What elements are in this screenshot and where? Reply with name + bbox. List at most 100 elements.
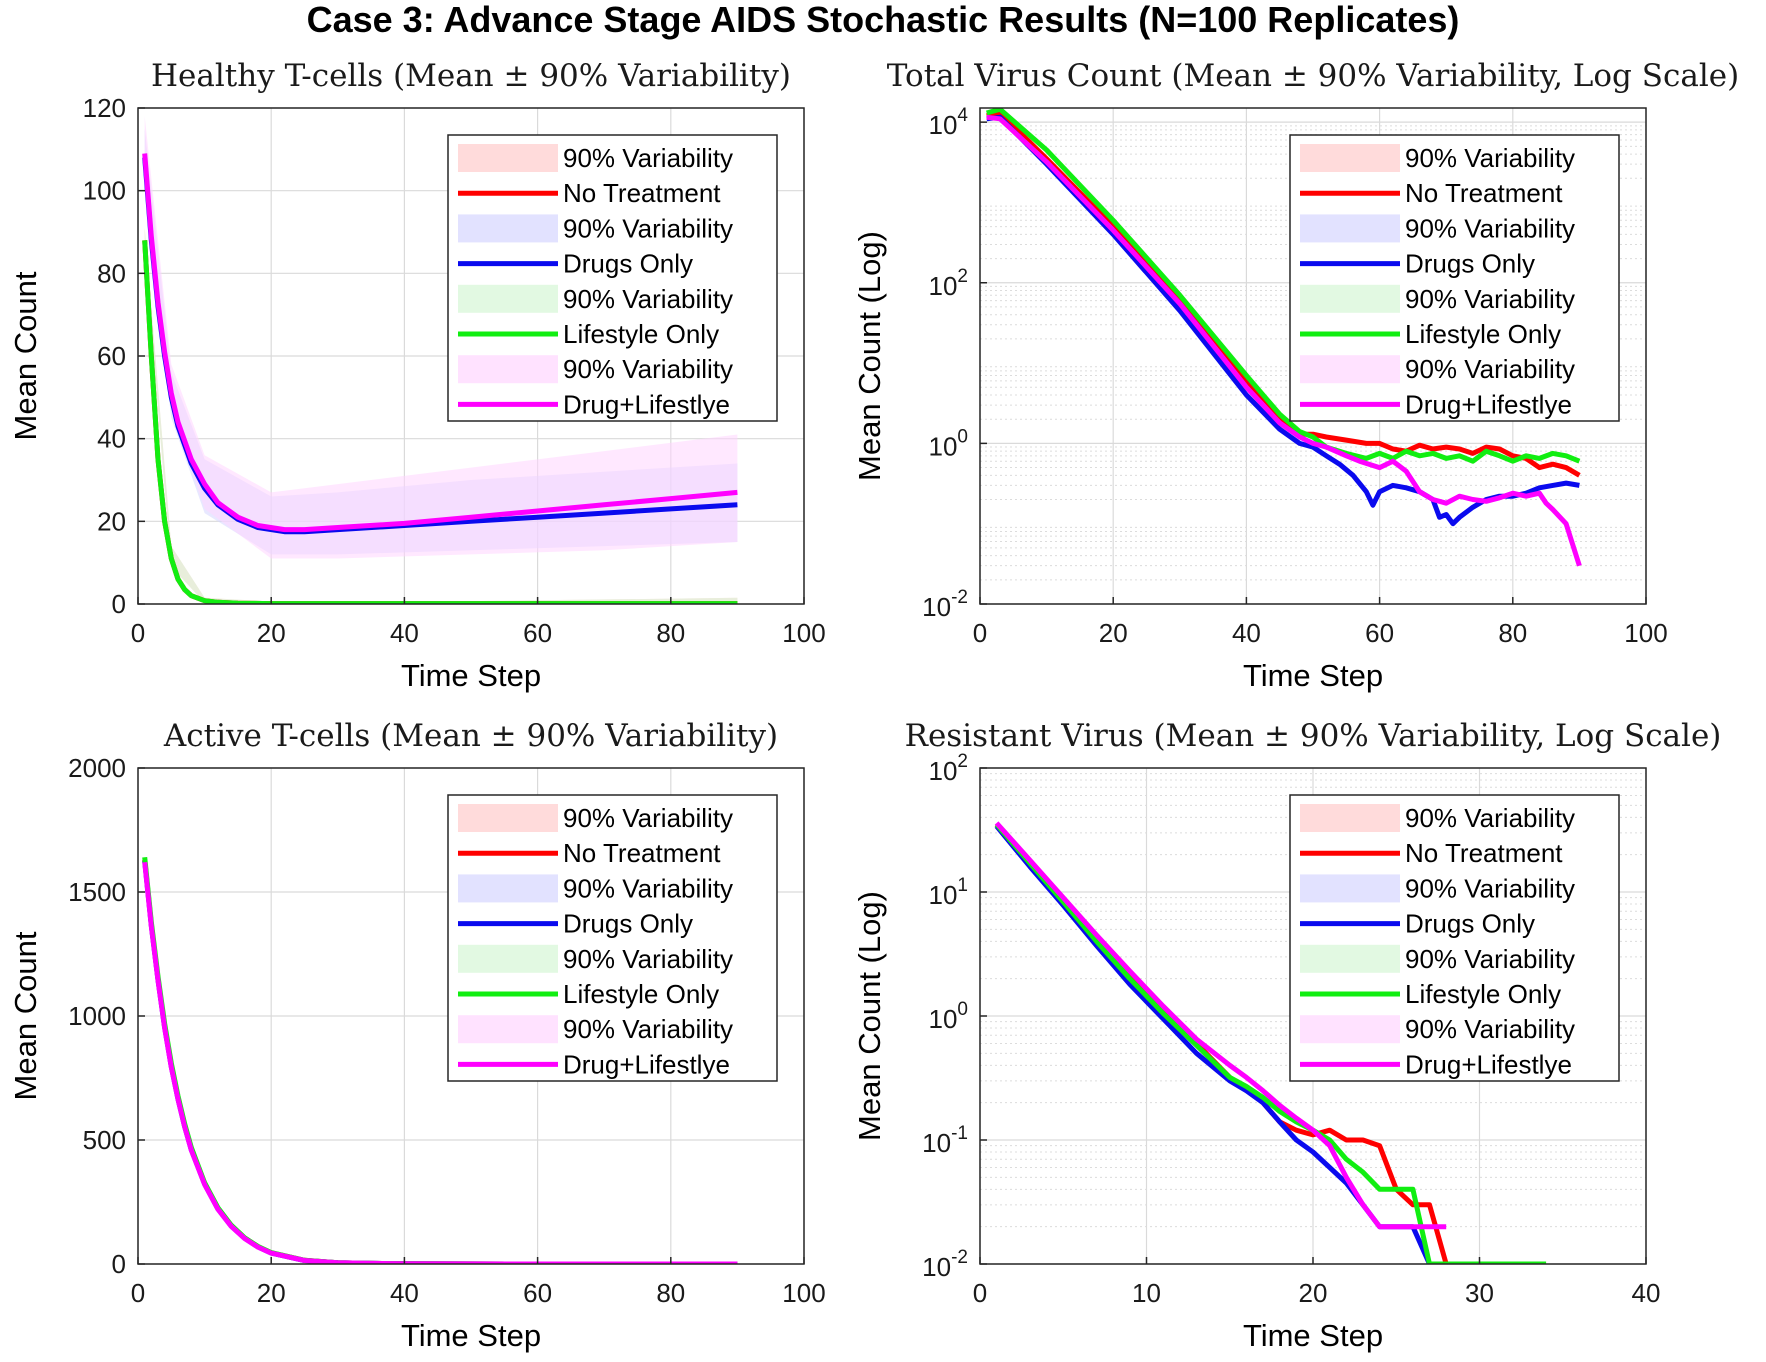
legend-swatch-band bbox=[1300, 874, 1400, 903]
x-axis-label: Time Step bbox=[401, 1318, 541, 1353]
legend-label: 90% Variability bbox=[563, 803, 733, 833]
y-axis-label: Mean Count (Log) bbox=[852, 891, 887, 1141]
chart-title: Healthy T-cells (Mean ± 90% Variability) bbox=[151, 58, 791, 94]
legend-label: 90% Variability bbox=[1405, 1014, 1575, 1044]
y-tick-label: 10-1 bbox=[922, 1123, 968, 1158]
legend-label: Drug+Lifestlye bbox=[563, 1049, 730, 1079]
legend-swatch-band bbox=[1300, 214, 1400, 243]
legend-label: Drug+Lifestlye bbox=[563, 389, 730, 419]
x-tick-label: 0 bbox=[973, 1278, 987, 1308]
chart-title: Resistant Virus (Mean ± 90% Variability,… bbox=[905, 718, 1722, 754]
y-tick-label: 120 bbox=[83, 93, 126, 123]
legend-label: 90% Variability bbox=[1405, 143, 1575, 173]
legend-label: Lifestyle Only bbox=[1405, 319, 1561, 349]
y-tick-label: 102 bbox=[929, 266, 969, 301]
series-line-drug_lifestyle bbox=[142, 153, 738, 533]
y-tick-label: 60 bbox=[97, 341, 126, 371]
x-tick-label: 20 bbox=[1099, 618, 1128, 648]
x-tick-label: 0 bbox=[131, 1278, 145, 1308]
legend-label: Lifestyle Only bbox=[563, 319, 719, 349]
x-axis-label: Time Step bbox=[1243, 1318, 1383, 1353]
band-drug_lifestyle bbox=[144, 116, 738, 559]
x-tick-label: 60 bbox=[523, 618, 552, 648]
legend-label: Lifestyle Only bbox=[1405, 979, 1561, 1009]
legend-label: 90% Variability bbox=[1405, 354, 1575, 384]
legend-swatch-band bbox=[458, 214, 558, 243]
chart-virus: 0 20 40 60 80 100 10-2 100 102 104 Total Virus Cou… bbox=[852, 58, 1739, 693]
legend-label: 90% Variability bbox=[563, 873, 733, 903]
series-line-drug_lifestyle bbox=[994, 821, 1447, 1230]
legend-label: 90% Variability bbox=[1405, 873, 1575, 903]
y-tick-label: 104 bbox=[929, 105, 969, 140]
legend-swatch-band bbox=[458, 355, 558, 384]
series-line-drug_lifestyle bbox=[142, 861, 738, 1264]
legend-swatch-band bbox=[1300, 944, 1400, 973]
legend-label: Drug+Lifestlye bbox=[1405, 1049, 1572, 1079]
y-tick-label: 80 bbox=[97, 258, 126, 288]
legend-label: 90% Variability bbox=[1405, 213, 1575, 243]
legend: 90% Variability No Treatment 90% Variabili… bbox=[447, 134, 778, 422]
legend-label: No Treatment bbox=[1405, 838, 1563, 868]
y-tick-label: 100 bbox=[929, 426, 969, 461]
chart-title: Active T-cells (Mean ± 90% Variability) bbox=[163, 718, 778, 754]
plot-data bbox=[986, 108, 1582, 567]
legend-label: 90% Variability bbox=[563, 354, 733, 384]
y-tick-label: 500 bbox=[83, 1125, 126, 1155]
x-tick-label: 30 bbox=[1465, 1278, 1494, 1308]
x-tick-label: 80 bbox=[656, 618, 685, 648]
x-tick-label: 60 bbox=[1365, 618, 1394, 648]
legend-swatch-band bbox=[458, 284, 558, 313]
ticks: 0 20 40 60 80 100 10-2 100 102 104 bbox=[922, 105, 1668, 648]
y-tick-label: 2000 bbox=[68, 753, 126, 783]
figure-title: Case 3: Advance Stage AIDS Stochastic Re… bbox=[306, 0, 1460, 40]
legend-swatch-band bbox=[1300, 1015, 1400, 1044]
x-axis-label: Time Step bbox=[1243, 658, 1383, 693]
legend: 90% Variability No Treatment 90% Variabili… bbox=[447, 794, 778, 1082]
y-tick-label: 0 bbox=[112, 589, 126, 619]
x-tick-label: 80 bbox=[1498, 618, 1527, 648]
x-tick-label: 100 bbox=[1624, 618, 1667, 648]
chart-healthy: 0 20 40 60 80 100 0 20 40 60 80 100 120 Healthy T-cel… bbox=[8, 58, 826, 693]
y-tick-label: 10-2 bbox=[922, 1247, 968, 1282]
x-tick-label: 100 bbox=[782, 618, 825, 648]
y-axis-label: Mean Count bbox=[8, 271, 43, 440]
plot-data bbox=[142, 116, 738, 604]
y-tick-label: 100 bbox=[83, 176, 126, 206]
legend-label: 90% Variability bbox=[1405, 803, 1575, 833]
x-tick-label: 20 bbox=[257, 1278, 286, 1308]
legend-label: Drug+Lifestlye bbox=[1405, 389, 1572, 419]
plot-data bbox=[994, 821, 1547, 1264]
legend-swatch-band bbox=[458, 944, 558, 973]
x-tick-label: 10 bbox=[1132, 1278, 1161, 1308]
legend: 90% Variability No Treatment 90% Variabili… bbox=[1289, 794, 1620, 1082]
legend-swatch-band bbox=[1300, 284, 1400, 313]
legend-swatch-band bbox=[458, 874, 558, 903]
x-tick-label: 0 bbox=[131, 618, 145, 648]
x-tick-label: 100 bbox=[782, 1278, 825, 1308]
legend-label: Drugs Only bbox=[1405, 249, 1535, 279]
y-tick-label: 10-2 bbox=[922, 587, 968, 622]
y-tick-label: 1000 bbox=[68, 1001, 126, 1031]
legend-label: No Treatment bbox=[1405, 178, 1563, 208]
ticks: 0 20 40 60 80 100 0 20 40 60 80 100 120 bbox=[83, 93, 826, 648]
axes-box bbox=[979, 107, 1647, 605]
plot-data bbox=[142, 857, 738, 1264]
y-tick-label: 0 bbox=[112, 1249, 126, 1279]
legend-swatch-band bbox=[1300, 804, 1400, 832]
legend-label: 90% Variability bbox=[563, 284, 733, 314]
series-line-lifestyle_only bbox=[994, 822, 1547, 1264]
legend: 90% Variability No Treatment 90% Variabili… bbox=[1289, 134, 1620, 422]
legend-label: Lifestyle Only bbox=[563, 979, 719, 1009]
y-tick-label: 1500 bbox=[68, 877, 126, 907]
y-tick-label: 100 bbox=[929, 999, 969, 1034]
x-tick-label: 40 bbox=[1232, 618, 1261, 648]
x-tick-label: 40 bbox=[390, 1278, 419, 1308]
legend-label: 90% Variability bbox=[563, 143, 733, 173]
y-axis-label: Mean Count (Log) bbox=[852, 231, 887, 481]
x-tick-label: 20 bbox=[257, 618, 286, 648]
x-tick-label: 20 bbox=[1299, 1278, 1328, 1308]
